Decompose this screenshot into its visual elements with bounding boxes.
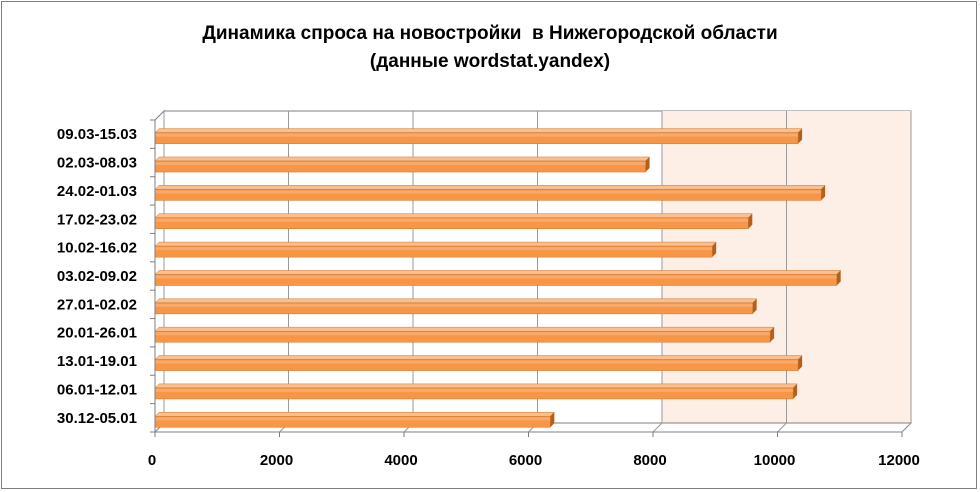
bar-highlight [155, 388, 794, 392]
bar-top [154, 156, 651, 162]
bar-highlight [155, 162, 646, 166]
value-tick-label: 0 [148, 452, 156, 469]
category-label: 02.03-08.03 [57, 155, 137, 172]
category-label: 13.01-19.01 [57, 353, 137, 370]
bar [154, 213, 753, 230]
bar-top [154, 298, 758, 304]
gridline-floor [652, 422, 663, 433]
bar-top [154, 241, 717, 247]
bar-side [821, 185, 826, 201]
bar-side [645, 156, 650, 173]
bar-highlight [155, 360, 799, 364]
bar [154, 128, 803, 144]
bar-top [154, 383, 798, 389]
bar [154, 156, 651, 173]
gridlines [154, 111, 912, 433]
value-tick-label: 6000 [509, 452, 542, 469]
chart-title-block: Динамика спроса на новостройки в Нижегор… [0, 20, 980, 76]
bar [154, 185, 826, 201]
bar [154, 326, 775, 343]
axes [150, 119, 903, 437]
category-label: 09.03-15.03 [57, 126, 137, 143]
value-tick-label: 12000 [878, 452, 920, 469]
bar [154, 298, 758, 315]
category-label: 24.02-01.03 [57, 183, 137, 200]
bar [154, 270, 842, 286]
bars [154, 128, 842, 428]
bar-highlight [155, 275, 837, 279]
bar-top [154, 128, 803, 133]
bar [154, 383, 798, 400]
bar-side [798, 355, 803, 371]
bar-highlight [155, 190, 822, 194]
bar-highlight [155, 417, 551, 421]
bar-top [154, 355, 803, 360]
category-label: 30.12-05.01 [57, 410, 137, 427]
chart-title: Динамика спроса на новостройки в Нижегор… [202, 23, 778, 44]
category-label: 03.02-09.02 [57, 268, 137, 285]
bar-highlight [155, 218, 749, 222]
value-tick-label: 2000 [260, 452, 293, 469]
bar-side [550, 412, 555, 428]
category-labels: 30.12-05.01 06.01-12.01 13.01-19.01 20.01-2… [57, 126, 137, 427]
bar-side [836, 270, 841, 286]
bar-highlight [155, 332, 771, 336]
bar-top [154, 412, 555, 417]
bar-side [748, 213, 753, 229]
bar-top [154, 270, 842, 275]
category-label: 20.01-26.01 [57, 325, 137, 342]
chart-subtitle: (данные wordstat.yandex) [369, 51, 611, 72]
bar-highlight [155, 247, 713, 251]
bar-top [154, 326, 775, 332]
value-tick-label: 4000 [384, 452, 417, 469]
bar-side [798, 128, 803, 144]
value-tick-label: 10000 [754, 452, 796, 469]
bar [154, 412, 555, 428]
bar-side [712, 242, 717, 258]
bar [154, 355, 803, 371]
gridline-floor [777, 422, 787, 433]
bar-side [770, 327, 775, 343]
value-tick-labels: 0 2000 4000 6000 8000 10000 12000 [148, 452, 920, 469]
bar-side [752, 298, 757, 314]
bar-highlight [155, 303, 753, 307]
bar-side [793, 383, 798, 399]
bar-top [154, 213, 753, 219]
category-label: 17.02-23.02 [57, 211, 137, 228]
category-label: 10.02-16.02 [57, 240, 137, 257]
bar-highlight [155, 133, 799, 137]
bar [154, 241, 717, 258]
value-tick-label: 8000 [633, 452, 666, 469]
bar-top [154, 185, 826, 190]
category-label: 27.01-02.02 [57, 296, 137, 313]
gridline-floor [901, 422, 912, 433]
category-label: 06.01-12.01 [57, 381, 137, 398]
